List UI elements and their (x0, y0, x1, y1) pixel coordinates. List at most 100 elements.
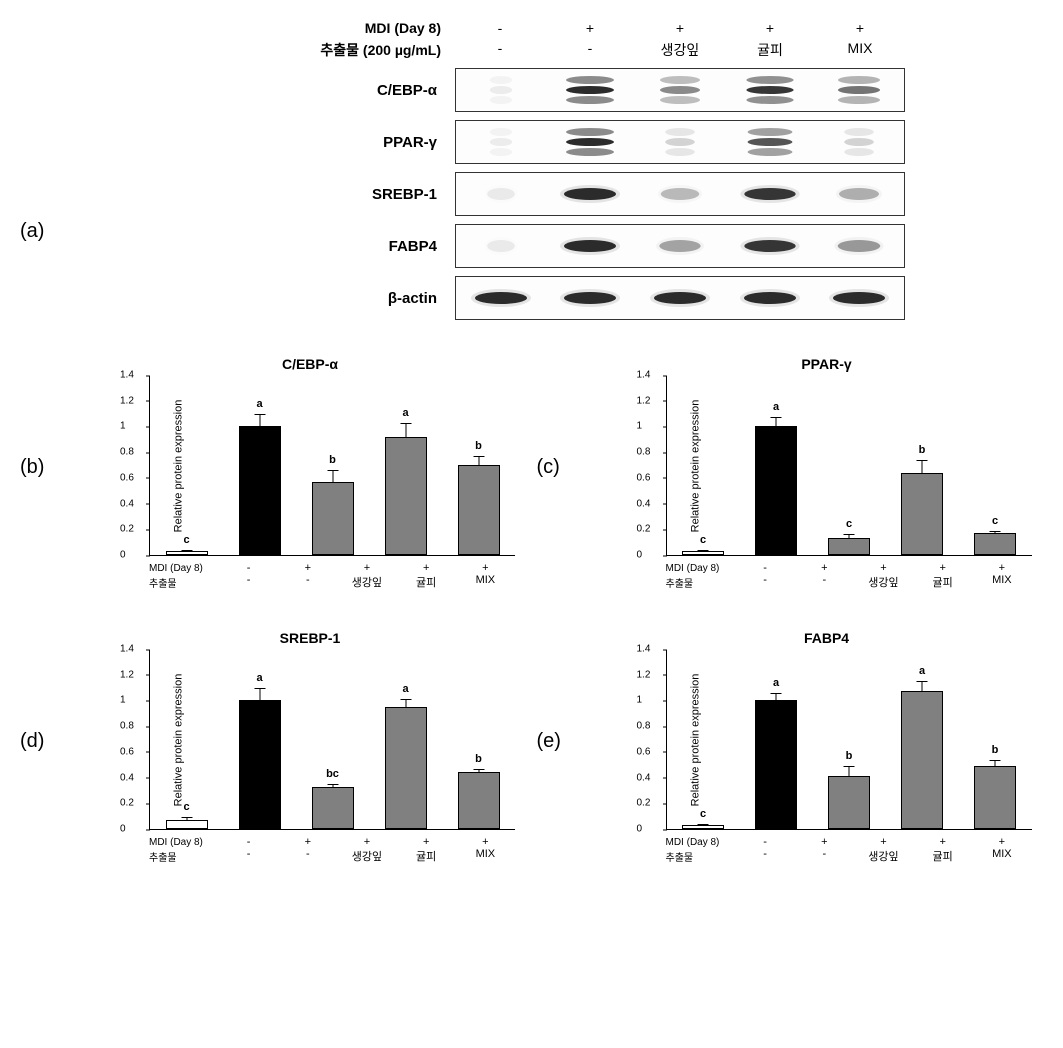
chart-sig-letter: bc (326, 768, 339, 780)
chart-ytick: 1.2 (120, 395, 134, 406)
chart-ytick: 0.8 (637, 721, 651, 732)
chart-bar-slot: a (753, 426, 799, 555)
chart-sig-letter: c (846, 518, 852, 530)
blot-lane (645, 225, 715, 267)
chart-ytick: 1 (637, 695, 643, 706)
chart-d: SREBP-1Relative protein expression00.20.… (105, 630, 515, 864)
chart-bars: cacbc (667, 376, 1032, 555)
chart-xaxis-cell: + (285, 562, 331, 574)
chart-xaxis-block: MDI (Day 8)-++++추출물--생강잎귤피MIX (666, 836, 1032, 864)
blot-lanes-box (455, 172, 905, 216)
chart-xaxis-cell: - (285, 848, 331, 864)
chart-sig-letter: b (992, 744, 999, 756)
chart-ytick: 0 (637, 550, 643, 561)
chart-xaxis-cell: - (226, 836, 272, 848)
chart-bar (974, 533, 1016, 555)
chart-xaxis-row: MDI (Day 8)-++++ (666, 836, 1032, 848)
blot-lane (824, 277, 894, 319)
band-icon (648, 72, 712, 108)
chart-xaxis-cells: -++++ (736, 836, 1032, 848)
chart-bar-slot: c (680, 825, 726, 829)
chart-xaxis-cell: + (979, 562, 1025, 574)
band-icon (738, 280, 802, 316)
chart-sig-letter: a (773, 401, 779, 413)
chart-xaxis-cells: --생강잎귤피MIX (219, 574, 515, 590)
chart-xaxis-row-label: MDI (Day 8) (149, 563, 219, 574)
chart-ytick: 0 (120, 824, 126, 835)
chart-bar-slot: a (237, 426, 283, 555)
band-icon (469, 176, 533, 212)
chart-xaxis-cells: -++++ (219, 836, 515, 848)
chart-xaxis-row: 추출물--생강잎귤피MIX (149, 848, 515, 864)
band-icon (648, 280, 712, 316)
band-icon (469, 280, 533, 316)
condition-cell: - (455, 40, 545, 60)
chart-xaxis-cell: + (860, 562, 906, 574)
chart-ytick: 0.6 (120, 746, 134, 757)
blot-lanes-box (455, 68, 905, 112)
chart-xaxis-cell: - (226, 562, 272, 574)
chart-bar-slot: b (456, 772, 502, 829)
chart-xaxis-row: MDI (Day 8)-++++ (149, 562, 515, 574)
blot-lane (466, 121, 536, 163)
chart-ytick: 0.4 (120, 772, 134, 783)
chart-sig-letter: a (919, 665, 925, 677)
chart-bar (385, 437, 427, 555)
chart-xaxis-cell: 생강잎 (860, 848, 906, 864)
chart-bar-slot: b (972, 766, 1018, 829)
blot-lanes-box (455, 276, 905, 320)
chart-xaxis-cell: - (226, 848, 272, 864)
chart-sig-letter: c (183, 801, 189, 813)
chart-ytick: 1.4 (120, 644, 134, 655)
chart-xaxis-row-label: MDI (Day 8) (666, 563, 736, 574)
blot-lane (466, 173, 536, 215)
chart-xaxis-cell: + (403, 836, 449, 848)
band-icon (648, 176, 712, 212)
chart-xaxis-cell: + (462, 836, 508, 848)
chart-bar-slot: c (972, 533, 1018, 555)
chart-bar (755, 426, 797, 555)
chart-sig-letter: a (773, 677, 779, 689)
chart-bar-slot: a (383, 707, 429, 829)
chart-bar (458, 465, 500, 555)
chart-xaxis-row: 추출물--생강잎귤피MIX (666, 848, 1032, 864)
condition-cell: + (725, 20, 815, 36)
chart-ytick: 0.8 (637, 447, 651, 458)
blot-lane (555, 121, 625, 163)
chart-xaxis-row-label: 추출물 (666, 575, 736, 590)
chart-sig-letter: c (700, 534, 706, 546)
condition-cell: MIX (815, 40, 905, 60)
western-blot-region: MDI (Day 8)-++++추출물 (200 µg/mL)--생강잎귤피MI… (275, 20, 905, 320)
chart-bar (682, 551, 724, 555)
chart-xaxis-cell: + (979, 836, 1025, 848)
band-icon (738, 72, 802, 108)
chart-bar (312, 787, 354, 829)
condition-cells: -++++ (455, 20, 905, 36)
chart-xaxis-cell: + (920, 562, 966, 574)
chart-xaxis-cell: MIX (462, 574, 508, 590)
chart-xaxis-cells: --생강잎귤피MIX (219, 848, 515, 864)
band-icon (827, 176, 891, 212)
chart-sig-letter: a (402, 683, 408, 695)
chart-bar (458, 772, 500, 829)
chart-xaxis-cell: 귤피 (920, 848, 966, 864)
chart-ytick: 0.4 (637, 772, 651, 783)
chart-bar (239, 700, 281, 829)
chart-xaxis-row: MDI (Day 8)-++++ (666, 562, 1032, 574)
chart-bar (239, 426, 281, 555)
chart-title: C/EBP-α (105, 356, 515, 372)
chart-sig-letter: c (183, 534, 189, 546)
charts-grid: (b) C/EBP-αRelative protein expression00… (20, 356, 1043, 864)
condition-cell: - (545, 40, 635, 60)
chart-ytick: 1.4 (637, 644, 651, 655)
chart-xaxis-row: MDI (Day 8)-++++ (149, 836, 515, 848)
chart-xaxis-cell: + (801, 562, 847, 574)
condition-row: 추출물 (200 µg/mL)--생강잎귤피MIX (275, 40, 905, 60)
chart-xaxis-cells: -++++ (219, 562, 515, 574)
blot-lanes-box (455, 120, 905, 164)
chart-sig-letter: a (402, 407, 408, 419)
band-icon (648, 124, 712, 160)
blot-lanes-box (455, 224, 905, 268)
blot-strip: SREBP-1 (275, 172, 905, 216)
chart-ytick: 0.2 (120, 798, 134, 809)
